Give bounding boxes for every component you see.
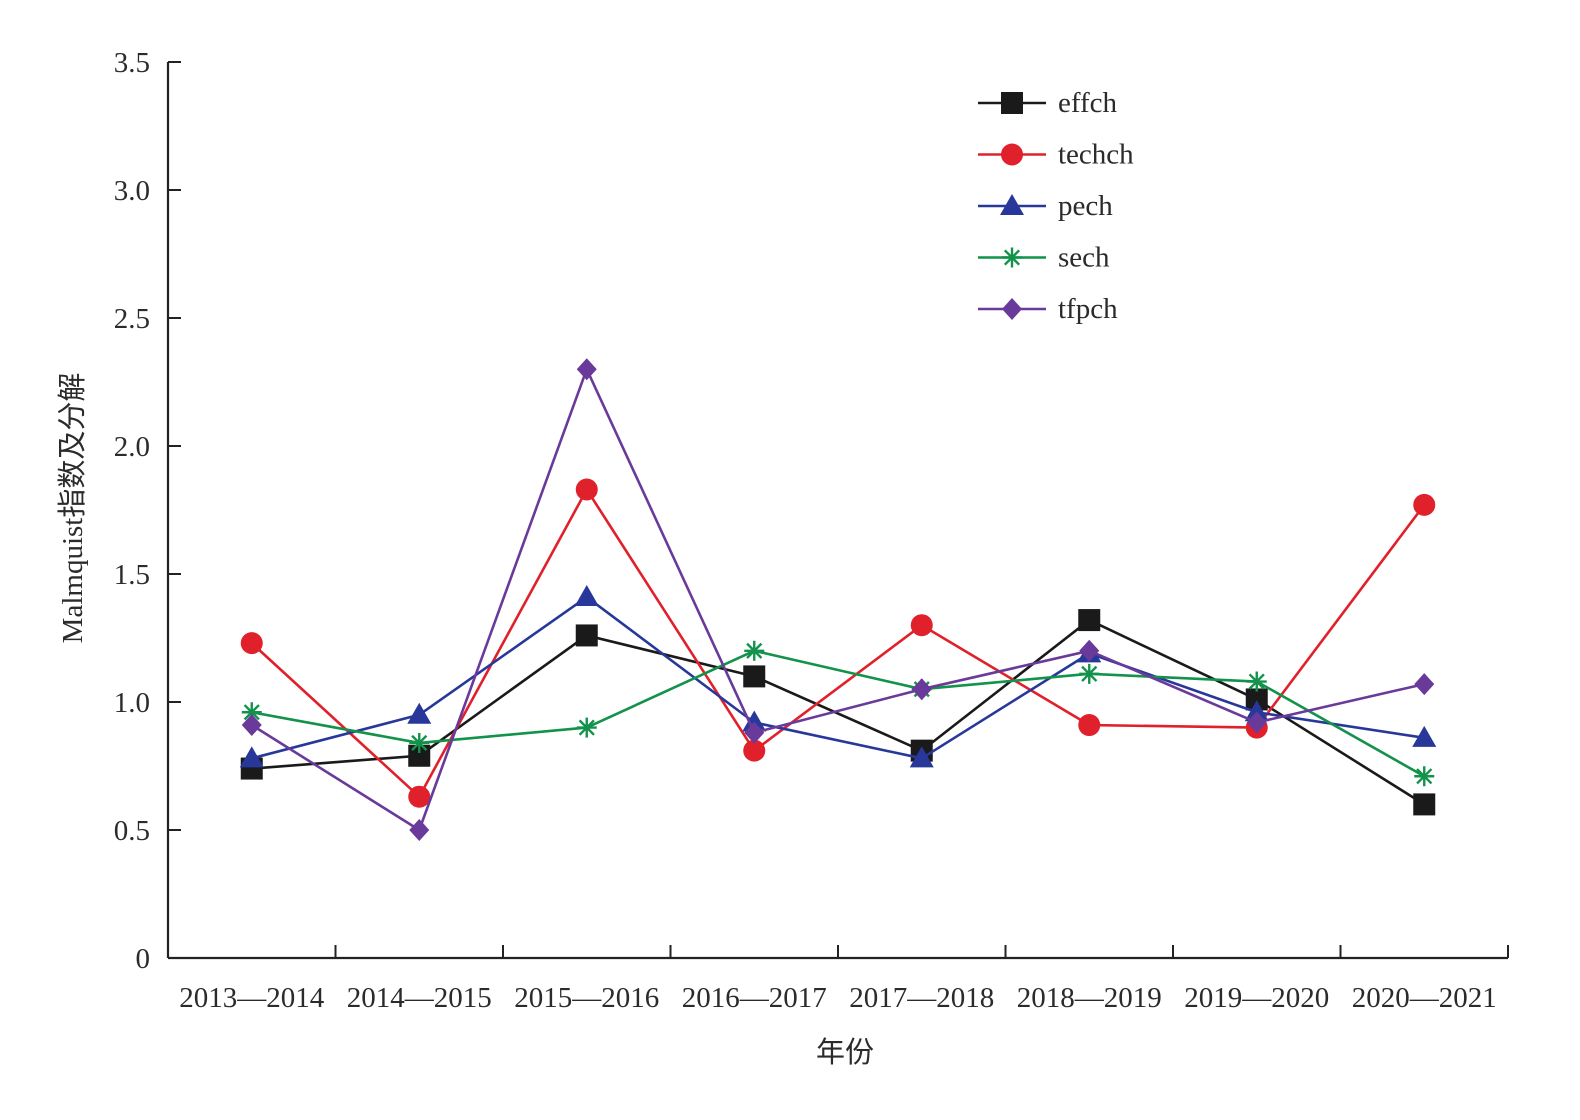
series-line-tfpch [251,367,1425,832]
legend-marker [1002,247,1022,268]
legend-marker [1001,143,1023,166]
legend-item-techch: techch [978,139,1134,171]
data-point-tfpch [1079,639,1100,662]
asterisk-stroke [578,719,595,736]
series-layer [239,358,1437,841]
data-point-pech [909,746,934,768]
legend-marker [1000,194,1024,215]
data-point-effch [1078,609,1101,632]
legend: effch techch pech sech tfpch [978,87,1134,325]
asterisk-stroke [746,642,763,659]
legend-label: sech [1058,242,1110,274]
asterisk-stroke [1416,768,1433,785]
x-tick-label: 2017—2018 [849,982,994,1014]
legend-item-sech: sech [978,242,1110,274]
legend-label: tfpch [1058,293,1118,325]
data-point-techch [1413,493,1436,516]
legend-item-tfpch: tfpch [978,293,1118,325]
data-point-techch [240,632,263,655]
data-point-sech [1414,766,1435,787]
y-tick-label: 1.0 [114,687,150,719]
axes: 0 0.5 1.0 1.5 2.0 2.5 3.0 3.5 2013—2014 2014—2015… [114,47,1509,1014]
asterisk-stroke [243,704,260,721]
series-pech [239,585,1437,768]
data-point-effch [575,624,598,647]
data-point-tfpch [576,358,597,381]
data-point-sech [409,732,430,753]
data-point-pech [1244,700,1269,722]
series-line-techch [250,488,1426,799]
data-point-techch [575,478,598,501]
legend-marker [1002,298,1022,320]
x-tick-label: 2013—2014 [179,982,325,1014]
data-point-tfpch [1414,673,1435,696]
asterisk-stroke [1248,673,1265,690]
legend-label: pech [1058,190,1113,222]
legend-item-effch: effch [978,87,1118,119]
x-tick-label: 2020—2021 [1352,982,1497,1014]
data-point-techch [1078,714,1101,737]
legend-label: techch [1058,139,1134,171]
data-point-pech [239,746,264,768]
data-point-effch [1245,688,1268,711]
asterisk-stroke [1081,665,1098,682]
data-point-pech [407,702,432,724]
data-point-tfpch [1246,711,1267,734]
data-point-techch [743,739,766,762]
data-point-tfpch [241,714,262,737]
y-tick-label: 2.0 [114,431,150,463]
x-tick-label: 2016—2017 [682,982,827,1014]
series-effch [240,609,1436,816]
data-point-pech [742,710,767,732]
y-tick-label: 3.5 [114,47,150,79]
series-line-effch [251,618,1425,806]
data-point-sech [744,640,765,661]
x-tick-label: 2014—2015 [347,982,492,1014]
data-point-techch [910,614,933,637]
y-tick-label: 0 [136,943,151,975]
data-point-effch [743,665,766,688]
x-tick-label: 2019—2020 [1184,982,1329,1014]
data-point-tfpch [409,819,430,841]
legend-item-pech: pech [978,190,1113,222]
asterisk-stroke [411,734,428,752]
series-tfpch [241,358,1435,841]
data-point-pech [1412,725,1437,747]
data-point-sech [1246,671,1267,692]
y-tick-label: 0.5 [114,815,150,847]
data-point-sech [1079,663,1100,684]
data-point-effch [1413,793,1436,816]
x-tick-label: 2015—2016 [514,982,659,1014]
asterisk-stroke [1003,249,1021,266]
x-tick-label: 2018—2019 [1017,982,1162,1014]
y-tick-label: 3.0 [114,175,150,207]
x-axis-title: 年份 [816,1036,874,1069]
y-tick-label: 1.5 [114,559,150,591]
series-line-pech [251,595,1425,760]
data-point-effch [408,744,431,767]
series-line-sech [251,649,1425,778]
data-point-pech [574,585,599,607]
y-axis-title: Malmquist指数及分解 [56,373,89,644]
data-point-sech [576,717,597,738]
legend-label: effch [1058,87,1118,119]
data-point-techch [408,785,431,808]
data-point-tfpch [744,721,765,744]
data-point-tfpch [911,678,932,701]
y-tick-label: 2.5 [114,303,150,335]
legend-marker [1001,92,1023,114]
